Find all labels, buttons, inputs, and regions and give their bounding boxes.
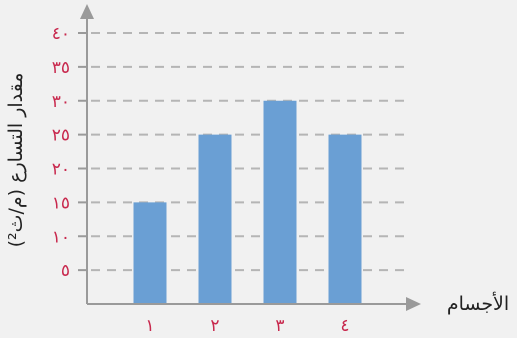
bar (198, 134, 232, 304)
x-axis-title: الأجسام (447, 292, 509, 315)
y-tick-label: ٢٥ (52, 126, 70, 146)
y-tick-labels: ٥ ١٠ ١٥ ٢٠ ٢٥ ٣٠ ٣٥ ٤٠ (52, 24, 70, 281)
x-tick-label: ٢ (210, 316, 219, 336)
axes (80, 4, 421, 311)
x-axis-arrow-icon (406, 297, 421, 311)
y-tick-label: ٣٥ (52, 58, 70, 78)
bar (133, 202, 167, 304)
y-axis-arrow-icon (80, 4, 94, 19)
bar (328, 134, 362, 304)
y-tick-label: ٣٠ (52, 92, 70, 112)
bars (133, 100, 362, 304)
y-tick-label: ٤٠ (52, 24, 70, 44)
x-tick-label: ٤ (340, 316, 349, 336)
x-tick-label: ٣ (275, 316, 284, 336)
x-tick-label: ١ (145, 316, 154, 336)
y-axis-title: مقدار التسارع (م/ث²) (5, 73, 27, 248)
y-tick-label: ٥ (61, 261, 70, 281)
bar (263, 100, 297, 304)
y-tick-label: ٢٠ (52, 160, 70, 180)
y-tick-label: ١٥ (52, 193, 70, 213)
x-tick-labels: ١ ٢ ٣ ٤ (145, 316, 349, 336)
y-tick-label: ١٠ (52, 227, 70, 247)
